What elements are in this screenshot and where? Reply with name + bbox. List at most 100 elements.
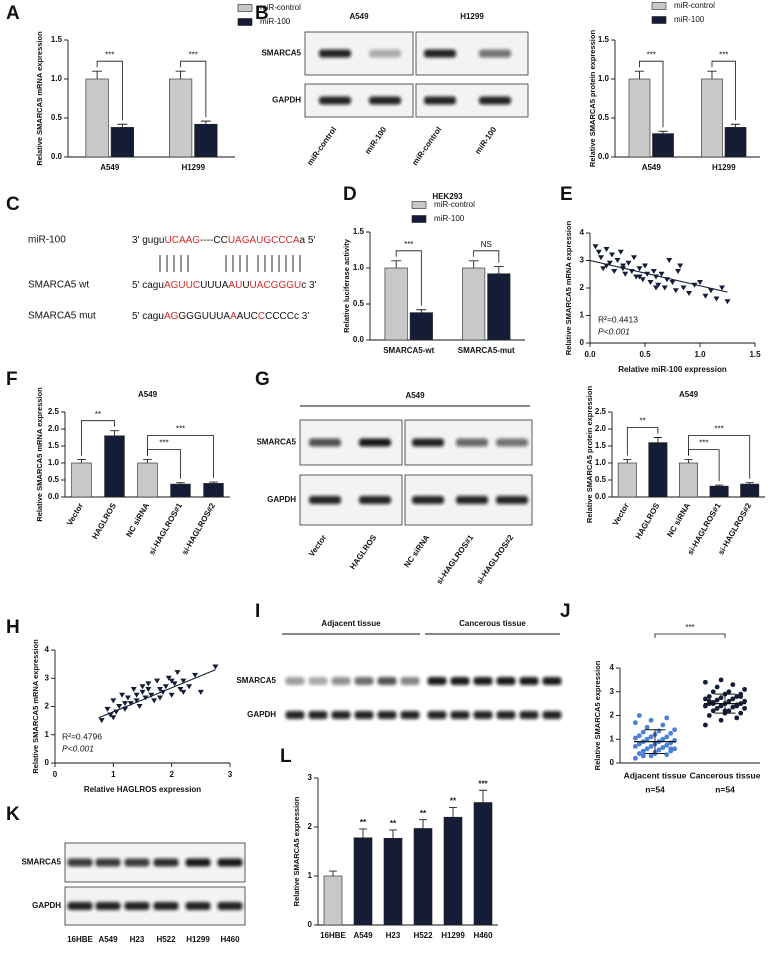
significance-bracket — [81, 420, 115, 456]
point — [718, 703, 724, 709]
significance-bracket — [96, 60, 123, 121]
y-tick-label: 0.0 — [598, 152, 610, 161]
significance: *** — [189, 50, 198, 59]
point — [162, 684, 169, 690]
significance: *** — [719, 50, 728, 59]
blot-band — [319, 49, 351, 58]
bar — [740, 483, 760, 498]
significance: ** — [95, 410, 101, 419]
bar — [413, 828, 433, 926]
significance-bracket — [688, 435, 751, 479]
y-tick-label: 0.5 — [353, 299, 365, 308]
significance-bracket — [147, 435, 214, 479]
y-tick-label: 1 — [45, 730, 50, 739]
point — [734, 703, 740, 709]
point — [653, 285, 659, 291]
y-tick-label: 1 — [580, 311, 585, 320]
error-bar — [707, 70, 717, 79]
point — [640, 748, 646, 754]
blot-band — [359, 438, 391, 447]
point — [648, 753, 654, 759]
significance-bracket — [639, 60, 664, 128]
point — [171, 681, 178, 687]
annotation: R²=0.4796 — [62, 731, 102, 741]
point — [664, 742, 670, 748]
point — [702, 293, 709, 299]
point — [658, 271, 665, 277]
blot-band — [185, 858, 211, 867]
panel-letter: H — [6, 617, 20, 638]
y-tick-label: 3 — [610, 687, 615, 696]
bar — [169, 78, 193, 158]
panel-letter: E — [560, 184, 573, 205]
significance: *** — [685, 623, 694, 632]
point — [151, 698, 158, 704]
significance-bracket — [180, 60, 207, 118]
bar — [652, 133, 674, 158]
y-tick-label: 0.5 — [595, 475, 607, 484]
significance-bracket — [395, 250, 422, 306]
error-bar — [730, 123, 741, 128]
sequence-label: SMARCA5 mut — [28, 311, 96, 322]
annotation: P<0.001 — [598, 326, 630, 336]
bar — [724, 127, 747, 158]
point — [600, 266, 607, 272]
blot-band — [519, 711, 539, 719]
panel-letter: L — [280, 746, 292, 767]
blot-band — [519, 677, 539, 685]
sequence-segment: U — [242, 280, 249, 291]
point — [636, 751, 642, 756]
lane-label: H522 — [156, 935, 176, 944]
lane-label: 16HBE — [67, 935, 93, 944]
y-tick-label: 0 — [308, 920, 313, 929]
blot-band — [217, 902, 243, 910]
blot-band — [450, 711, 470, 719]
point — [633, 735, 638, 741]
point — [714, 684, 720, 690]
x-tick-label: A549 — [353, 931, 373, 940]
x-tick-label: Cancerous tissue — [690, 770, 761, 780]
y-tick-label: 4 — [610, 663, 615, 672]
y-tick-label: 1 — [610, 734, 615, 743]
y-tick-label: 1.5 — [595, 441, 607, 450]
y-tick-label: 4 — [45, 645, 50, 654]
y-tick-label: 3 — [580, 256, 585, 265]
error-bar — [117, 123, 128, 128]
point — [644, 736, 650, 742]
blot-band — [359, 496, 391, 504]
bar — [409, 312, 433, 341]
blot-header: Cancerous tissue — [459, 619, 526, 628]
point — [648, 743, 654, 749]
y-tick-label: 2 — [580, 283, 585, 292]
significance: ** — [420, 809, 427, 818]
x-axis-label: Relative HAGLROS expression — [84, 785, 201, 794]
x-tick-label: A549 — [100, 163, 120, 172]
error-bar — [77, 459, 86, 463]
x-tick-label: 0.0 — [584, 350, 596, 359]
significance-bracket — [473, 250, 500, 263]
sequence-label: miR-100 — [28, 235, 66, 246]
point — [708, 288, 714, 294]
point — [133, 698, 140, 704]
legend-label: miR-100 — [674, 15, 705, 24]
blot-band — [369, 49, 401, 58]
panel-letter: C — [6, 194, 20, 215]
blot-row-label: SMARCA5 — [256, 438, 296, 447]
significance: *** — [176, 425, 185, 434]
blot-band — [496, 677, 516, 685]
point — [122, 701, 128, 707]
y-tick-label: 2.0 — [595, 424, 607, 433]
point — [718, 677, 724, 683]
point — [611, 269, 618, 274]
error-bar — [110, 430, 119, 436]
x-tick-label: 1.5 — [749, 350, 761, 359]
y-tick-label: 2.5 — [595, 407, 607, 416]
blot-band — [479, 49, 511, 58]
point — [686, 291, 692, 296]
point — [145, 687, 152, 693]
x-tick-label: 0 — [53, 770, 58, 779]
blot-band — [377, 711, 397, 719]
point — [633, 743, 638, 749]
blot-band — [479, 96, 511, 105]
bar — [323, 875, 343, 926]
